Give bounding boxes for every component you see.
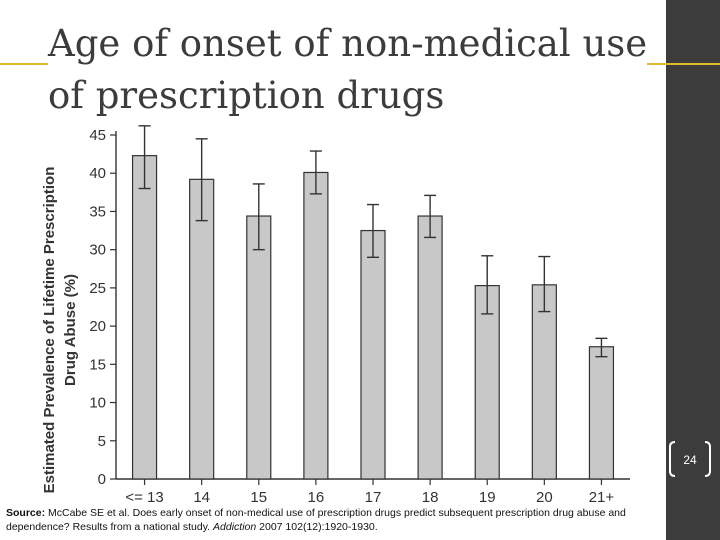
bar: [303, 171, 329, 480]
y-tick-label: 0: [98, 471, 106, 488]
slide-title-text: Age of onset of non-medical use of presc…: [48, 22, 648, 117]
y-tick-label: 30: [89, 242, 106, 259]
x-tick-label: 21+: [589, 489, 615, 506]
y-tick-label: 10: [89, 395, 106, 412]
y-tick-label: 5: [98, 433, 106, 450]
bar: [474, 284, 500, 480]
x-tick-label: <= 13: [125, 489, 163, 506]
y-tick-label: 20: [89, 318, 106, 335]
y-axis-label-line2: Drug Abuse (%): [62, 274, 79, 386]
x-tick-label: 14: [193, 489, 210, 506]
source-text: McCabe SE et al. Does early onset of non…: [6, 507, 626, 533]
bar: [189, 178, 215, 480]
x-tick-label: 16: [308, 489, 325, 506]
x-tick-label: 19: [479, 489, 496, 506]
bar: [531, 284, 557, 480]
bar: [360, 229, 386, 480]
bar: [417, 215, 443, 480]
source-citation: Source: McCabe SE et al. Does early onse…: [6, 506, 661, 534]
y-tick-label: 45: [89, 127, 106, 144]
bar: [131, 155, 158, 480]
page-number-text: 24: [683, 453, 697, 467]
chart-area: Estimated Prevalence of Lifetime Prescri…: [30, 125, 636, 515]
source-details: 2007 102(12):1920-1930.: [259, 521, 378, 533]
x-tick-label: 20: [536, 489, 553, 506]
x-tick-label: 18: [422, 489, 439, 506]
y-tick-label: 40: [89, 165, 106, 182]
x-tick-label: 17: [365, 489, 382, 506]
y-axis-label-line1: Estimated Prevalence of Lifetime Prescri…: [41, 167, 58, 494]
source-label: Source:: [6, 507, 46, 519]
y-tick-label: 35: [89, 203, 106, 220]
y-tick-label: 15: [89, 356, 106, 373]
bar: [246, 215, 272, 480]
source-journal: Addiction: [213, 521, 257, 533]
slide-title: Age of onset of non-medical use of presc…: [48, 18, 658, 122]
bar-chart: Estimated Prevalence of Lifetime Prescri…: [30, 125, 636, 515]
page-number-bracket-icon: [669, 441, 711, 477]
bar: [588, 346, 615, 480]
page-number: 24: [668, 441, 712, 477]
x-tick-label: 15: [250, 489, 267, 506]
y-tick-label: 25: [89, 280, 106, 297]
